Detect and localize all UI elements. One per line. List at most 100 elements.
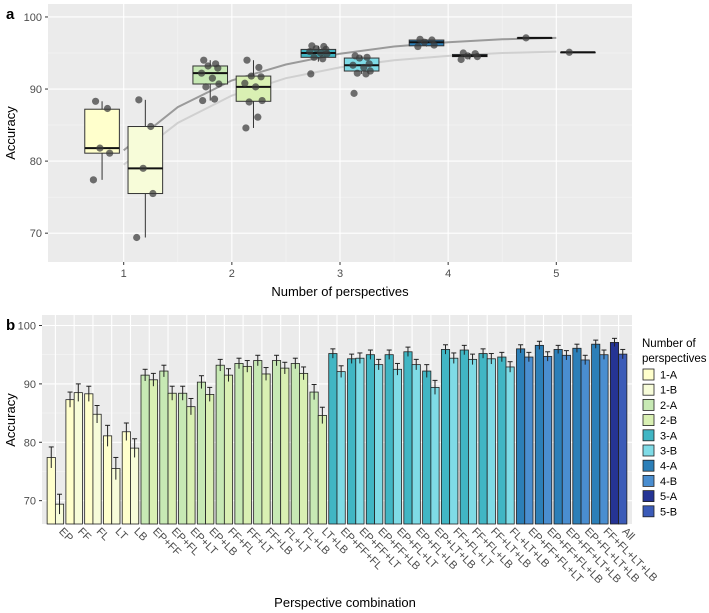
data-point [310, 53, 318, 61]
panel-a-x-axis-title: Number of perspectives [271, 284, 409, 299]
legend-label-5-B: 5-B [660, 506, 677, 518]
data-point [363, 53, 371, 61]
x-tick-label: 4 [445, 268, 451, 280]
data-point [355, 54, 364, 62]
bar-FL+LT-A [272, 360, 282, 525]
panel-a-label: a [6, 6, 15, 23]
y-tick-label: 70 [24, 496, 36, 508]
data-point [106, 149, 114, 157]
bar-LB-A [121, 431, 131, 525]
panel-a-x-ticks: 1 2 3 4 5 [121, 262, 559, 280]
y-tick-label: 70 [30, 228, 42, 240]
bar-LB-B [130, 447, 140, 525]
data-point [210, 95, 219, 103]
panel-a-trend-line-A [123, 36, 557, 152]
bar-EP+LT+LB-A [422, 370, 432, 525]
bar-FF+FL+LT+LB-A [591, 343, 601, 525]
data-point [242, 124, 250, 132]
bar-EP+FF+FL-B [336, 371, 346, 525]
panel-b-x-axis-title: Perspective combination [274, 595, 416, 610]
bar-LT+LB-B [317, 415, 327, 525]
panel-a-boxes [84, 36, 596, 238]
data-point [464, 52, 472, 60]
bar-EP+FL+LT+LB-B [580, 359, 590, 525]
bar-FF-A [65, 399, 75, 525]
data-point [307, 70, 315, 78]
bar-EP+FF-B [148, 379, 158, 525]
bar-FF+FL+LT-B [449, 357, 459, 525]
bar-EP+FL-B [167, 392, 177, 525]
legend-entries: 1-A 1-B 2-A 2-B 3-A 3-B 4-A 4-B 5-A 5-B [642, 368, 678, 518]
y-tick-label: 100 [18, 321, 36, 333]
data-point [149, 189, 157, 198]
data-point [365, 60, 373, 68]
data-point [258, 96, 266, 105]
bar-EP+FF+LB-A [365, 354, 375, 525]
bar-FF+LT+LB-A [478, 353, 488, 525]
bar-FL+LT+LB-A [497, 356, 507, 525]
legend-label-1-A: 1-A [660, 370, 678, 382]
bar-FL+LB-B [299, 372, 309, 525]
data-point [247, 72, 255, 80]
data-point [323, 50, 331, 58]
y-tick-label: 90 [24, 379, 36, 391]
x-tick-label: 2 [229, 268, 235, 280]
bar-EP+FF+LB-B [374, 364, 384, 525]
data-point [197, 69, 206, 77]
y-tick-label: 90 [30, 84, 42, 96]
bar-FL+LB-A [290, 363, 300, 525]
bar-FF+FL-A [215, 364, 225, 525]
bar-EP+FF+LT+LB-A [553, 349, 563, 525]
data-point [350, 89, 358, 97]
data-point [133, 233, 141, 242]
data-point [319, 55, 327, 63]
data-point [255, 63, 263, 72]
legend-label-1-B: 1-B [660, 385, 677, 397]
bar-All-A [609, 342, 620, 525]
bar-FF+FL+LT-A [440, 349, 451, 525]
legend-swatch-1-B [642, 383, 655, 396]
legend-label-4-A: 4-A [660, 461, 678, 473]
legend-swatch-1-A [642, 368, 655, 381]
legend-swatch-4-A [642, 459, 655, 472]
data-point [430, 41, 438, 49]
data-point [254, 113, 262, 121]
box-1-B [127, 126, 164, 195]
bar-FL-B [92, 413, 102, 525]
panel-a-y-axis-title: Accuracy [3, 106, 18, 160]
bar-FL+LT+LB-B [505, 366, 515, 525]
data-point [457, 55, 465, 64]
bar-EP+FF-A [140, 374, 150, 525]
data-point [139, 164, 147, 172]
data-point [214, 64, 222, 72]
legend-swatch-2-A [642, 398, 655, 411]
data-point [147, 122, 155, 131]
panel-b-x-tick-labels: EP FF FL LT LB EP+FFEP+FLEP+LTEP+LBFF+FLFF+LT… [56, 526, 659, 587]
data-point [215, 80, 223, 88]
x-tick-label: EP [56, 526, 75, 545]
bar-EP+FF+FL+LT-A [516, 348, 526, 525]
data-point [306, 47, 314, 56]
panel-a-y-ticks: 70 80 90 100 [24, 12, 48, 240]
x-tick-label: 3 [337, 268, 343, 280]
bar-EP+LB-B [205, 393, 215, 525]
legend-swatch-2-B [642, 414, 655, 427]
data-point [199, 96, 207, 105]
bar-EP+FL+LT+LB-A [572, 347, 582, 525]
bar-EP+FL+LB-B [411, 364, 421, 525]
bar-EP+FF+FL+LB-A [534, 344, 544, 525]
bar-FF+FL+LT+LB-B [599, 354, 609, 525]
bar-FF-B [73, 392, 83, 525]
panel-b-error-bars [48, 337, 626, 515]
panel-b-bars [46, 342, 628, 525]
bar-FL+LT-B [280, 367, 290, 525]
data-point [208, 74, 216, 82]
data-point [91, 97, 100, 105]
legend-swatch-5-B [642, 505, 655, 518]
data-point [135, 96, 143, 104]
legend-label-2-A: 2-A [660, 400, 678, 412]
bar-EP+FL+LT-A [384, 354, 394, 525]
panel-b-y-ticks: 70 80 90 100 [18, 321, 42, 508]
data-point [103, 104, 112, 113]
bar-EP+LB-A [196, 381, 206, 525]
